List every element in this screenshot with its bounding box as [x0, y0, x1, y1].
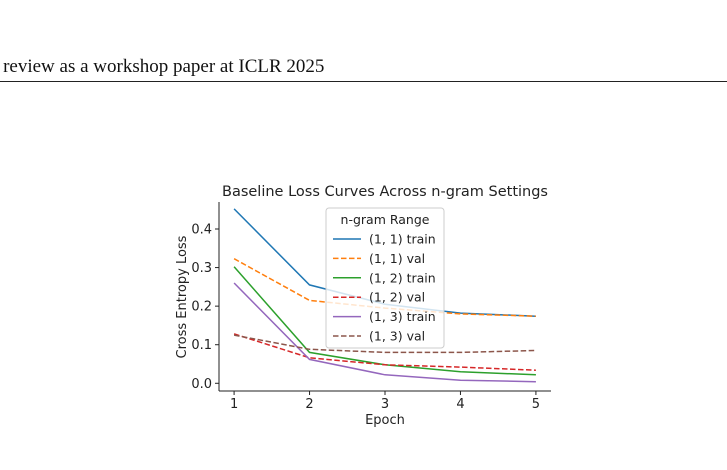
y-tick-label: 0.1	[191, 338, 212, 353]
legend-entry-label: (1, 2) val	[369, 290, 425, 305]
series-line	[233, 282, 536, 383]
page-header: r review as a workshop paper at ICLR 202…	[0, 56, 325, 77]
header-rule	[0, 81, 727, 82]
legend-entry-label: (1, 3) train	[369, 309, 436, 324]
x-tick-label: 2	[305, 397, 313, 412]
series-line	[233, 334, 536, 354]
legend-entry-label: (1, 2) train	[369, 270, 436, 285]
chart-legend: n-gram Range (1, 1) train (1, 1) val (1, 2)…	[325, 207, 445, 349]
legend-entry-label: (1, 1) val	[369, 251, 425, 266]
series-line	[233, 333, 536, 371]
x-tick-label: 5	[532, 397, 540, 412]
legend-title: n-gram Range	[341, 212, 430, 227]
y-tick-label: 0.4	[191, 223, 212, 238]
legend-entry-label: (1, 3) val	[369, 329, 425, 344]
legend-entry-label: (1, 1) train	[369, 232, 436, 247]
chart-axes: 1 2 3 4 5 0.0 0.1 0.2 0.3 0.4	[191, 202, 551, 412]
y-tick-label: 0.2	[191, 300, 212, 315]
x-tick-label: 1	[230, 397, 238, 412]
y-tick-label: 0.3	[191, 261, 212, 276]
y-tick-label: 0.0	[191, 377, 212, 392]
x-tick-label: 3	[381, 397, 389, 412]
x-tick-label: 4	[456, 397, 464, 412]
x-axis-label: Epoch	[365, 413, 405, 428]
y-axis-label: Cross Entropy Loss	[175, 235, 190, 358]
chart-title: Baseline Loss Curves Across n-gram Setti…	[222, 184, 548, 200]
legend-box	[325, 207, 445, 349]
